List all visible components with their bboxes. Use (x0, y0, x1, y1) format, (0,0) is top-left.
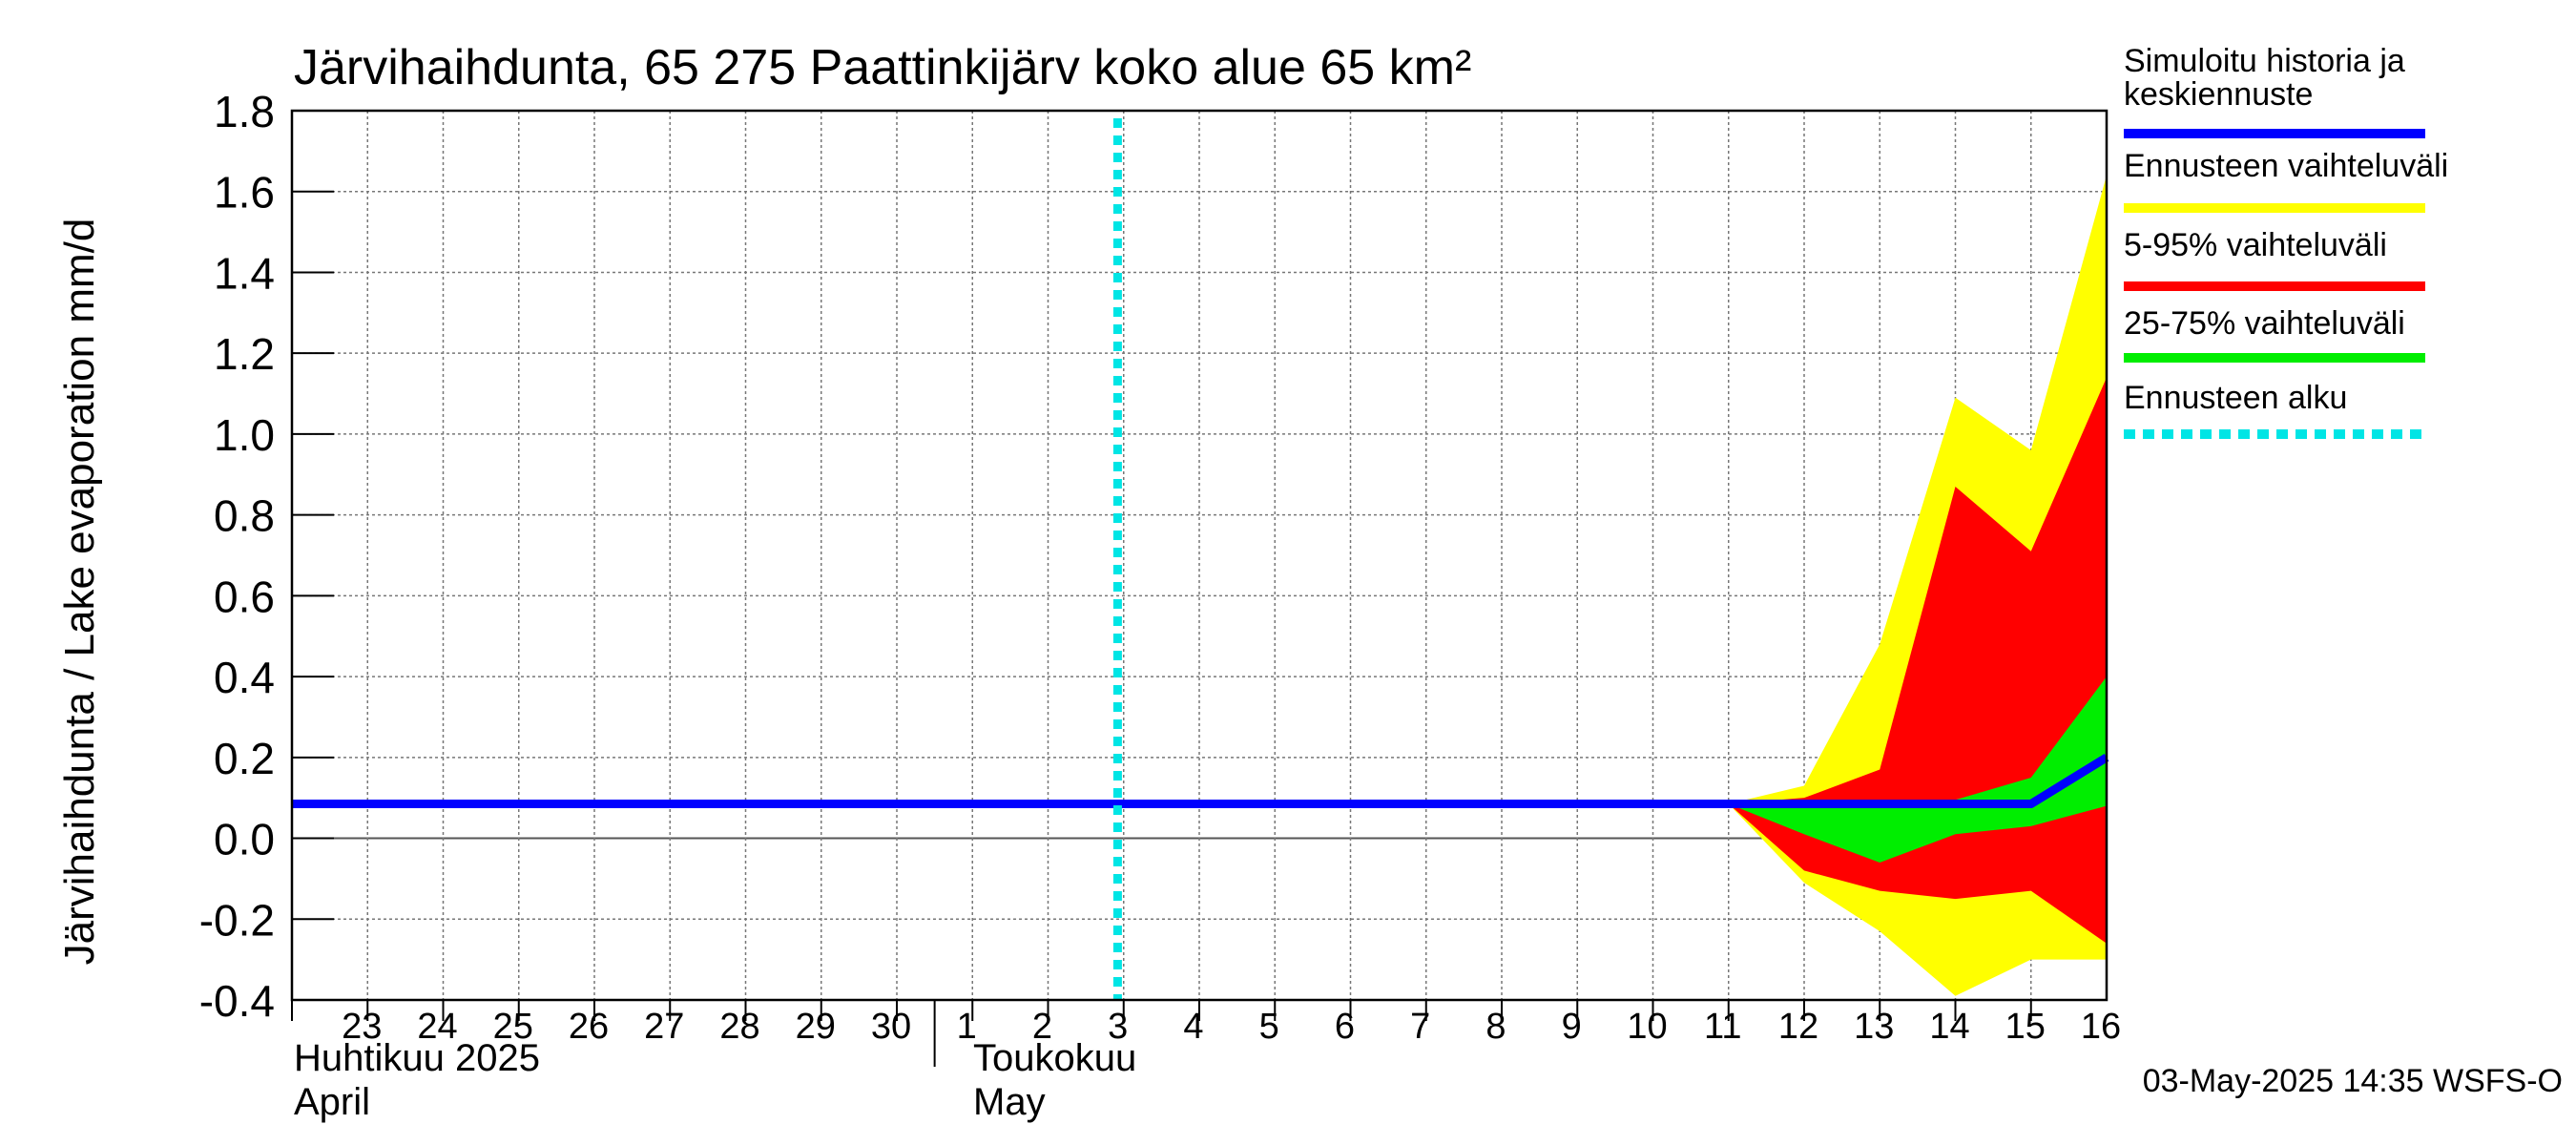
x-tick-label: 29 (796, 1007, 836, 1047)
legend-label: Ennusteen vaihteluväli (2124, 148, 2448, 184)
x-tick-label: 25 (493, 1007, 533, 1047)
month-label-april-en: April (294, 1081, 370, 1123)
y-tick-label: -0.2 (199, 895, 275, 945)
series-lines (292, 118, 2109, 1000)
x-tick-label: 30 (871, 1007, 911, 1047)
y-tick-label: -0.4 (199, 976, 275, 1026)
legend-label: Simuloitu historia ja keskiennuste (2124, 43, 2405, 113)
chart-title: Järvihaihdunta, 65 275 Paattinkijärv kok… (294, 40, 1471, 95)
y-tick-label: 0.0 (214, 815, 275, 864)
month-label-april-fi: Huhtikuu 2025 (294, 1037, 540, 1079)
y-tick-label: 0.2 (214, 734, 275, 783)
y-tick-label: 0.4 (214, 653, 275, 702)
legend-label: 5-95% vaihteluväli (2124, 227, 2387, 263)
x-tick-label: 5 (1259, 1007, 1279, 1047)
legend-entry-25-75-vaihteluv-li: 25-75% vaihteluväli (2124, 305, 2425, 363)
x-tick-label: 4 (1183, 1007, 1203, 1047)
y-axis-label: Järvihaihdunta / Lake evaporation mm/d (56, 219, 103, 966)
legend-label-line: keskiennuste (2124, 76, 2313, 113)
x-tick-label: 28 (719, 1007, 759, 1047)
x-tick-label: 26 (569, 1007, 609, 1047)
legend-entry-ennusteen-alku: Ennusteen alku (2124, 380, 2425, 439)
legend-entry-simuloitu-historia-ja-keskiennuste: Simuloitu historia ja keskiennuste (2124, 43, 2425, 138)
legend: Simuloitu historia ja keskiennuste Ennuste… (2124, 43, 2448, 439)
legend-label-line: Simuloitu historia ja (2124, 43, 2405, 79)
x-tick-label: 6 (1335, 1007, 1355, 1047)
x-tick-label: 27 (644, 1007, 684, 1047)
x-tick-label: 23 (342, 1007, 382, 1047)
x-tick-label: 7 (1410, 1007, 1430, 1047)
y-tick-label: 1.0 (214, 410, 275, 460)
y-axis: -0.4 -0.2 0.0 0.2 0.4 0.6 0.8 1.0 1.2 1.4 1.6 1.8 (199, 87, 334, 1026)
x-tick-label: 10 (1627, 1007, 1667, 1047)
month-label-may-fi: Toukokuu (973, 1037, 1136, 1079)
x-tick-label: 14 (1929, 1007, 1969, 1047)
x-tick-label: 13 (1854, 1007, 1894, 1047)
x-tick-label: 15 (2005, 1007, 2046, 1047)
grid (292, 111, 2108, 1000)
x-tick-label: 24 (417, 1007, 457, 1047)
x-tick-label: 8 (1485, 1007, 1506, 1047)
y-tick-label: 1.4 (214, 248, 275, 298)
month-label-may-en: May (973, 1081, 1046, 1123)
x-tick-label: 9 (1562, 1007, 1582, 1047)
x-axis: 23 24 25 26 27 28 29 30 1 2 3 4 5 6 7 8 9 10 11 12 13 14 15 16 (291, 1000, 2121, 1067)
legend-entry-5-95-vaihteluv-li: 5-95% vaihteluväli (2124, 227, 2425, 291)
x-tick-label: 12 (1778, 1007, 1818, 1047)
legend-label: Ennusteen alku (2124, 380, 2347, 416)
y-tick-label: 1.8 (214, 87, 275, 136)
x-tick-label: 11 (1704, 1007, 1741, 1047)
y-tick-label: 0.6 (214, 572, 275, 621)
legend-label: 25-75% vaihteluväli (2124, 305, 2405, 342)
legend-entry-ennusteen-vaihteluv-li: Ennusteen vaihteluväli (2124, 148, 2448, 213)
median-line (292, 753, 2109, 809)
y-tick-label: 1.2 (214, 329, 275, 379)
band-25-75-vaihteluv-li (1728, 677, 2107, 863)
y-tick-label: 1.6 (214, 168, 275, 218)
timestamp-footer: 03-May-2025 14:35 WSFS-O (2143, 1063, 2563, 1099)
y-tick-label: 0.8 (214, 491, 275, 541)
forecast-bands (1728, 175, 2107, 996)
x-tick-label: 16 (2081, 1007, 2121, 1047)
